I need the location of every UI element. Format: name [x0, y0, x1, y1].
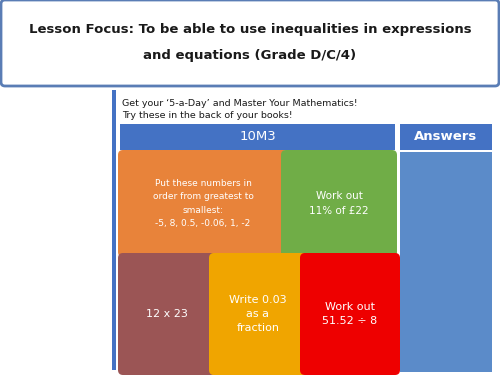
FancyBboxPatch shape [118, 253, 216, 375]
Text: Work out
11% of £22: Work out 11% of £22 [309, 191, 369, 216]
Text: Get your ‘5-a-Day’ and Master Your Mathematics!: Get your ‘5-a-Day’ and Master Your Mathe… [122, 99, 358, 108]
Text: Put these numbers in
order from greatest to
smallest:
-5, 8, 0.5, -0.06, 1, -2: Put these numbers in order from greatest… [152, 179, 254, 228]
Text: and equations (Grade D/C/4): and equations (Grade D/C/4) [144, 50, 356, 63]
Text: Lesson Focus: To be able to use inequalities in expressions: Lesson Focus: To be able to use inequali… [28, 24, 471, 36]
Text: 12 x 23: 12 x 23 [146, 309, 188, 319]
FancyBboxPatch shape [1, 0, 499, 86]
Text: Write 0.03
as a
fraction: Write 0.03 as a fraction [229, 295, 287, 333]
Text: 10M3: 10M3 [239, 130, 276, 144]
FancyBboxPatch shape [118, 150, 288, 257]
Text: Answers: Answers [414, 130, 478, 144]
Bar [120, 124, 395, 150]
FancyBboxPatch shape [209, 253, 307, 375]
Text: Try these in the back of your books!: Try these in the back of your books! [122, 111, 292, 120]
FancyBboxPatch shape [300, 253, 400, 375]
FancyBboxPatch shape [281, 150, 397, 257]
Bar [400, 152, 492, 372]
Text: Work out
51.52 ÷ 8: Work out 51.52 ÷ 8 [322, 302, 378, 326]
Bar [112, 90, 116, 370]
Bar [400, 124, 492, 150]
